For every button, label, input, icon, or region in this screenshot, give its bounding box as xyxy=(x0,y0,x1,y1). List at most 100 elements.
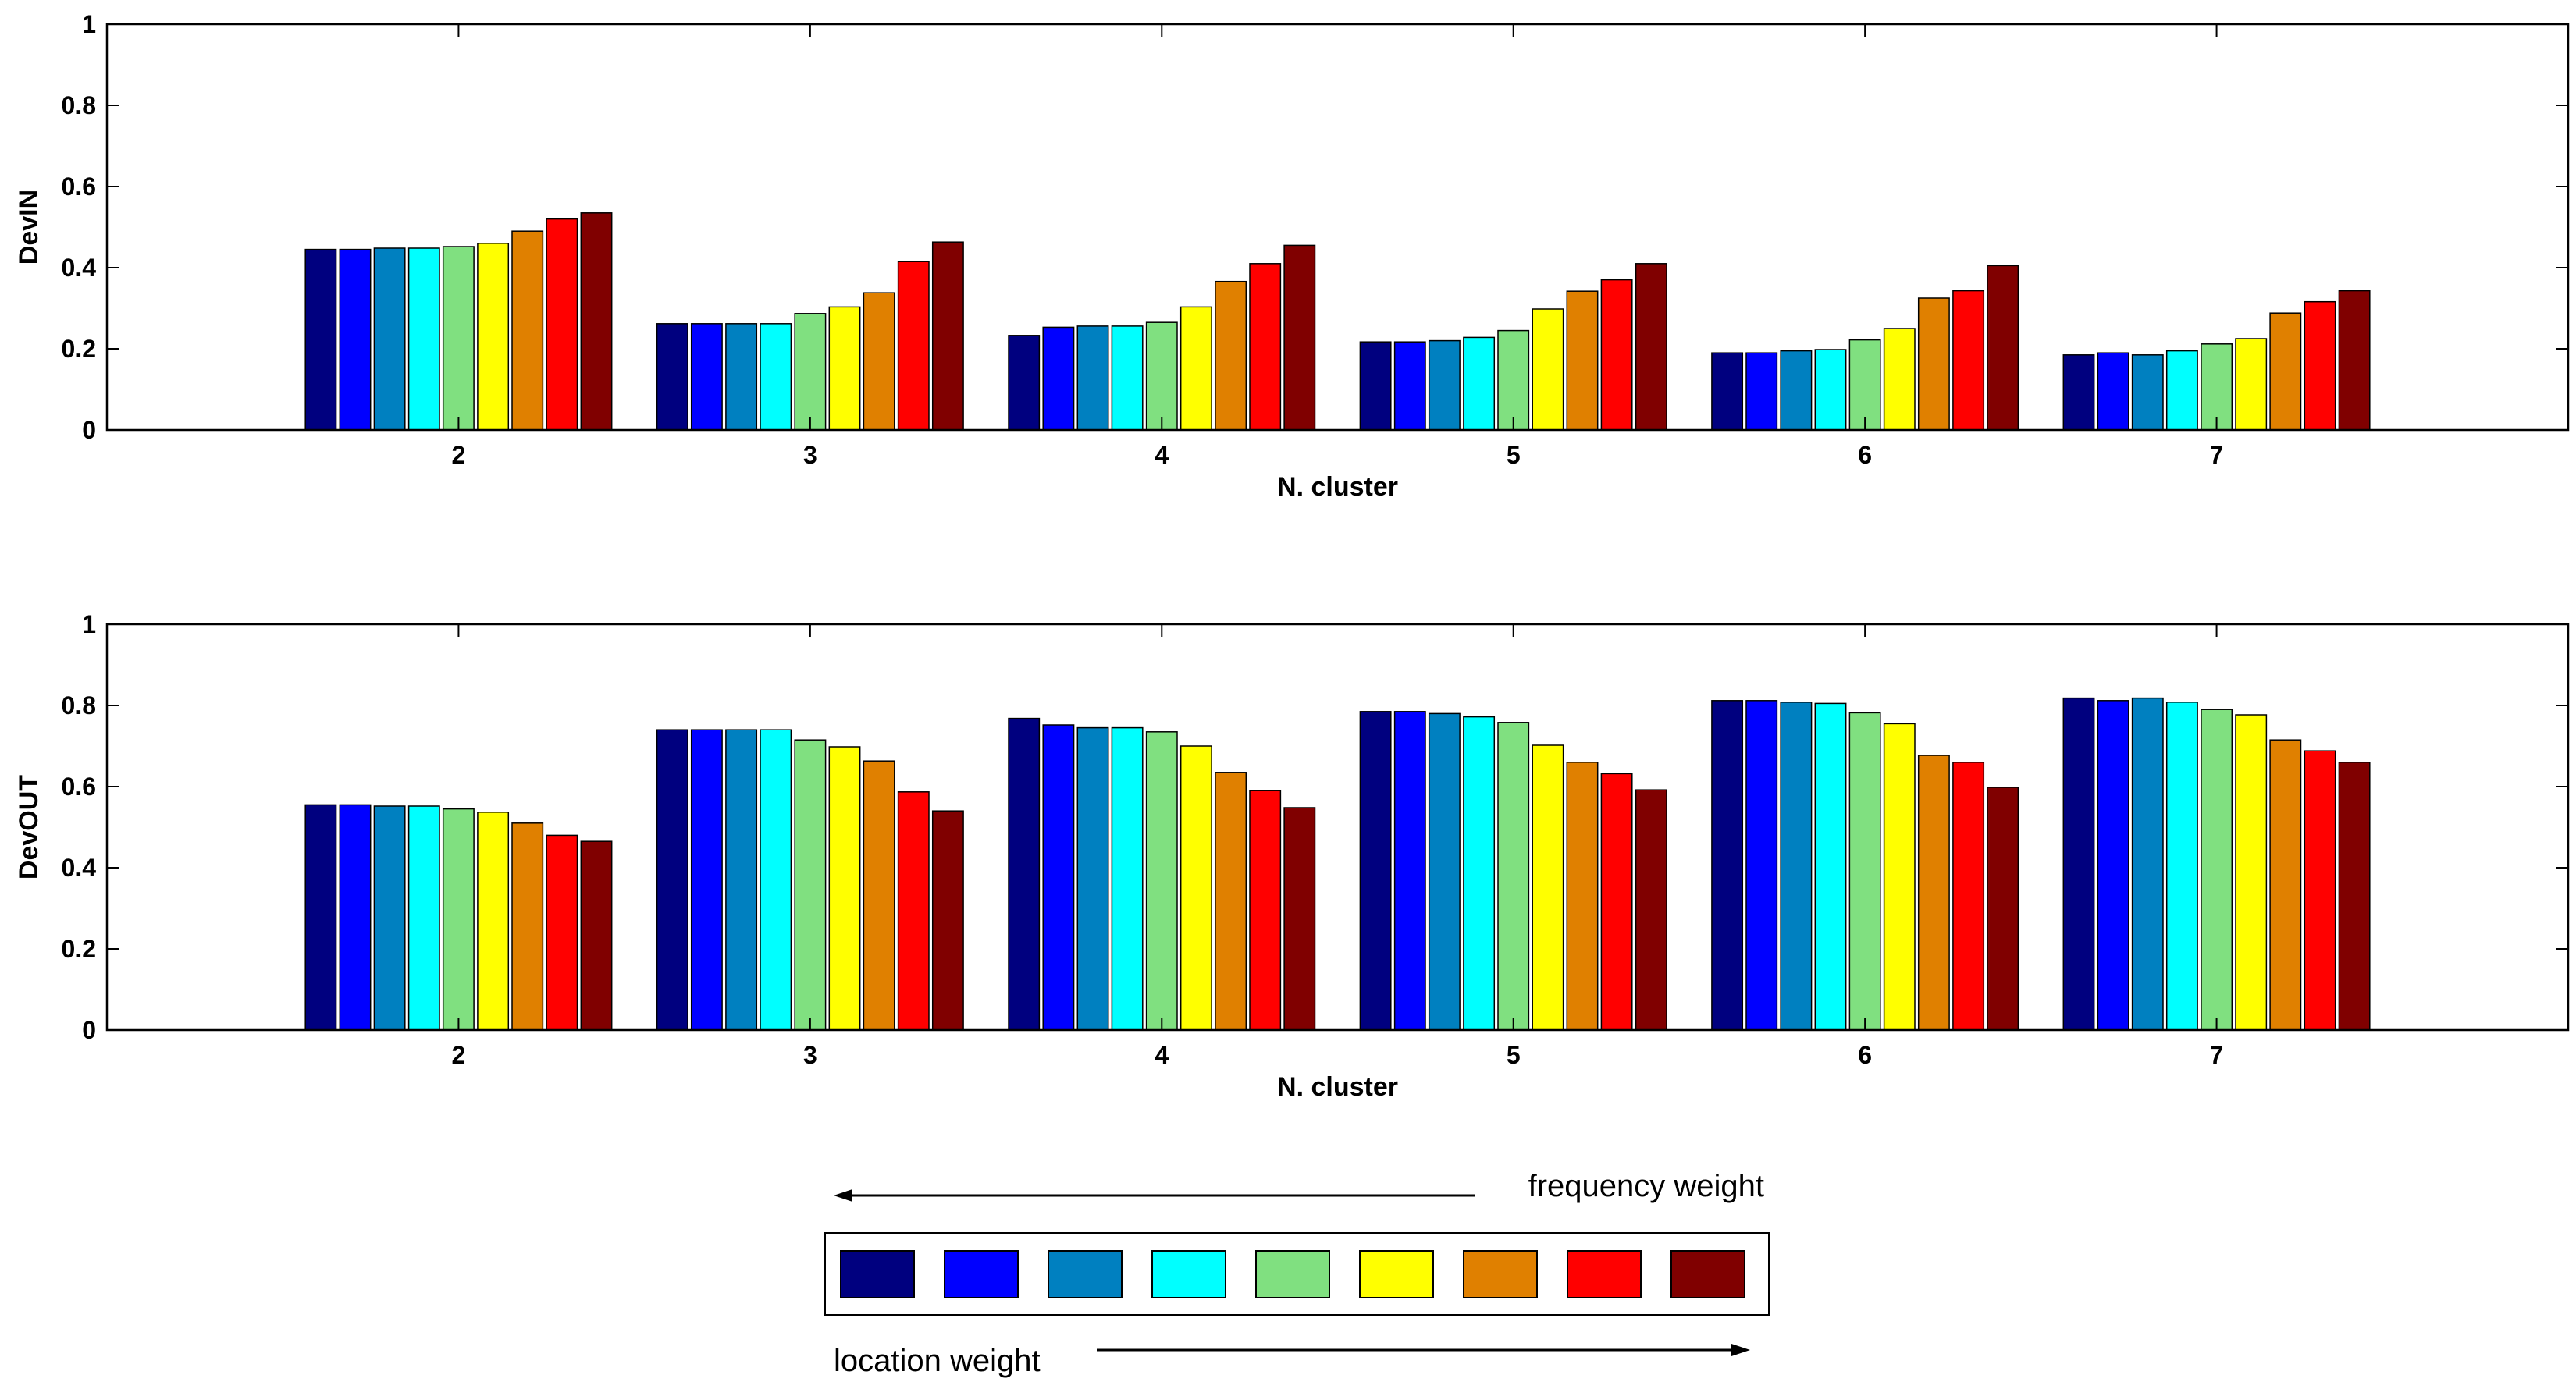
devin-ytick-label: 0.2 xyxy=(62,335,96,363)
devin-bar-c5-s8 xyxy=(1600,279,1633,431)
devout-bar-c4-s2 xyxy=(1042,724,1075,1031)
devout-bar-c2-s6 xyxy=(477,812,510,1031)
devout-bar-c5-s9 xyxy=(1635,789,1667,1031)
devout-bar-c6-s9 xyxy=(1987,787,2019,1031)
devin-bar-c2-s6 xyxy=(477,243,510,431)
devin-bar-c3-s5 xyxy=(794,313,827,431)
devin-bar-c5-s1 xyxy=(1359,341,1392,431)
devin-bar-c3-s3 xyxy=(725,323,758,431)
devin-bar-c7-s4 xyxy=(2165,350,2198,431)
devout-bar-c6-s2 xyxy=(1745,700,1778,1031)
legend-swatch-4 xyxy=(1151,1250,1226,1298)
devin-bar-c6-s5 xyxy=(1848,339,1881,431)
devin-bar-c7-s7 xyxy=(2269,312,2302,431)
devin-bar-c4-s1 xyxy=(1008,335,1041,431)
devin-bar-c5-s5 xyxy=(1497,329,1530,431)
devout-axes-box xyxy=(105,623,2570,1032)
legend-swatch-7 xyxy=(1463,1250,1538,1298)
devin-bar-c7-s8 xyxy=(2304,300,2336,431)
devin-bar-c5-s9 xyxy=(1635,263,1667,431)
legend-swatch-2 xyxy=(944,1250,1019,1298)
devin-bar-c6-s7 xyxy=(1917,297,1950,431)
devin-bar-c7-s3 xyxy=(2131,354,2164,431)
devout-xtick-label: 4 xyxy=(1155,1041,1169,1069)
devout-bar-c3-s3 xyxy=(725,729,758,1031)
devout-bar-c4-s9 xyxy=(1283,807,1316,1031)
legend-swatch-5 xyxy=(1255,1250,1330,1298)
devout-bar-c5-s6 xyxy=(1532,744,1564,1031)
devout-bar-c7-s4 xyxy=(2165,702,2198,1031)
devout-bar-c5-s8 xyxy=(1600,773,1633,1031)
devin-bar-c2-s9 xyxy=(580,212,613,431)
devout-bar-c2-s3 xyxy=(373,805,406,1031)
devin-bar-c3-s6 xyxy=(828,306,861,431)
devout-bar-c4-s3 xyxy=(1076,726,1109,1031)
devin-bar-c6-s4 xyxy=(1814,349,1847,431)
devout-bar-c6-s5 xyxy=(1848,712,1881,1031)
devout-bar-c3-s4 xyxy=(760,729,792,1031)
devin-bar-c7-s6 xyxy=(2235,338,2268,431)
devin-bar-c6-s1 xyxy=(1711,352,1744,431)
devin-bar-c4-s7 xyxy=(1215,280,1247,431)
devin-bar-c3-s4 xyxy=(760,323,792,431)
devin-ytick-label: 0.6 xyxy=(62,172,96,201)
devin-bar-c6-s6 xyxy=(1883,328,1916,431)
legend-bottom-label: location weight xyxy=(834,1344,1041,1378)
devout-bar-c7-s3 xyxy=(2131,697,2164,1031)
devout-bar-c6-s3 xyxy=(1780,702,1813,1031)
legend-swatch-6 xyxy=(1359,1250,1434,1298)
devin-bar-c3-s7 xyxy=(863,292,895,431)
devout-bar-c5-s7 xyxy=(1566,762,1599,1031)
devout-xlabel: N. cluster xyxy=(1277,1072,1398,1102)
devin-bar-c3-s1 xyxy=(656,323,688,431)
devin-bar-c2-s1 xyxy=(304,248,337,431)
devout-bar-c6-s4 xyxy=(1814,702,1847,1031)
devin-bar-c4-s3 xyxy=(1076,325,1109,431)
legend-swatch-8 xyxy=(1567,1250,1642,1298)
devout-bar-c4-s1 xyxy=(1008,717,1041,1031)
devin-bar-c7-s5 xyxy=(2201,343,2233,431)
devout-xtick-label: 7 xyxy=(2210,1041,2224,1069)
devout-bar-c2-s4 xyxy=(407,805,440,1031)
devout-chart: 0 0.2 0.4 0.6 0.8 1 2 3 4 5 6 7 N. cluster DevOUT xyxy=(14,610,2570,1102)
devout-ylabel: DevOUT xyxy=(14,775,44,879)
devin-chart: 0 0.2 0.4 0.6 0.8 1 2 3 4 5 6 7 N. cluster DevIN xyxy=(14,10,2570,502)
legend: frequency weight location weight xyxy=(824,1169,1770,1378)
devout-bar-c7-s5 xyxy=(2201,709,2233,1031)
devout-bar-c6-s8 xyxy=(1952,762,1985,1031)
devin-bar-c3-s9 xyxy=(931,241,964,431)
devin-bar-c5-s4 xyxy=(1463,336,1496,431)
devin-ylabel: DevIN xyxy=(14,190,44,265)
devin-bar-c4-s5 xyxy=(1145,321,1178,431)
devin-bar-c5-s6 xyxy=(1532,308,1564,431)
devin-bar-c2-s8 xyxy=(546,218,578,431)
devout-bar-c5-s5 xyxy=(1497,722,1530,1031)
devout-bar-c3-s2 xyxy=(690,729,723,1031)
legend-swatch-9 xyxy=(1670,1250,1745,1298)
devout-ytick-label: 0.6 xyxy=(62,773,96,801)
devin-xtick-label: 3 xyxy=(803,441,817,469)
legend-swatch-1 xyxy=(840,1250,915,1298)
devout-bar-c2-s1 xyxy=(304,804,337,1031)
devout-ytick-label: 0.4 xyxy=(62,854,97,882)
devin-xlabel: N. cluster xyxy=(1277,472,1398,502)
devin-bar-c7-s2 xyxy=(2097,352,2129,431)
devout-bar-c4-s6 xyxy=(1179,745,1212,1031)
devin-xtick-label: 2 xyxy=(452,441,466,469)
devin-ytick-label: 0.4 xyxy=(62,254,97,282)
devin-bar-c4-s8 xyxy=(1249,263,1282,431)
devout-bar-c2-s2 xyxy=(339,804,372,1031)
devout-xtick-label: 5 xyxy=(1507,1041,1521,1069)
devin-bar-c6-s2 xyxy=(1745,352,1778,431)
devout-bar-c2-s8 xyxy=(546,834,578,1031)
legend-top-arrowhead xyxy=(834,1189,852,1202)
devout-bar-c4-s4 xyxy=(1111,726,1144,1031)
devout-bar-c6-s6 xyxy=(1883,723,1916,1031)
devout-bar-c2-s5 xyxy=(442,808,475,1031)
devin-bar-c4-s2 xyxy=(1042,326,1075,431)
devout-bar-c3-s5 xyxy=(794,739,827,1031)
devout-xtick-label: 3 xyxy=(803,1041,817,1069)
devout-bar-c7-s2 xyxy=(2097,700,2129,1031)
devout-bar-c6-s1 xyxy=(1711,700,1744,1031)
